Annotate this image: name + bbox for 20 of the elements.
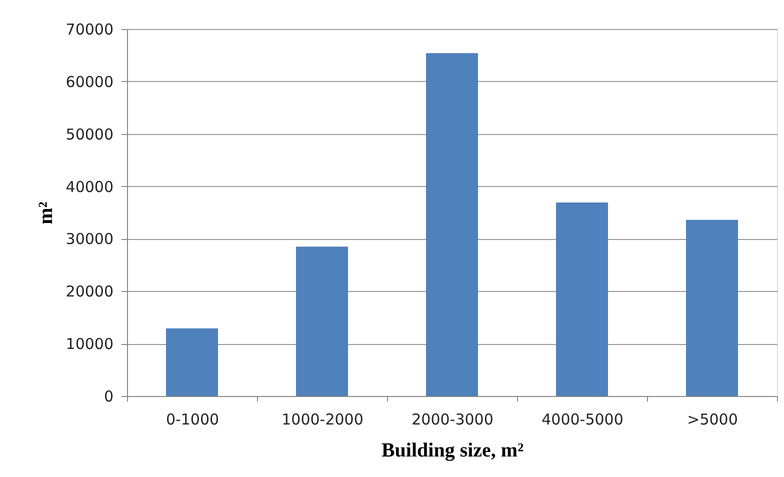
x-tick-label: 0-1000	[166, 410, 220, 428]
x-tick-label: 2000-3000	[412, 410, 494, 428]
x-axis-title: Building size, m²	[381, 440, 524, 462]
y-tick-label: 0	[104, 388, 114, 406]
y-tick-label: 10000	[66, 335, 114, 354]
bar	[426, 53, 478, 396]
x-tick-label: 4000-5000	[542, 410, 624, 428]
bar	[686, 220, 738, 396]
bar	[166, 328, 218, 396]
y-tick-label: 40000	[66, 178, 114, 196]
y-tick-label: 60000	[66, 72, 114, 91]
x-tick-label: >5000	[687, 410, 738, 428]
y-tick-label: 20000	[66, 282, 114, 301]
bar	[296, 246, 348, 396]
bar	[556, 202, 608, 396]
y-tick-label: 70000	[66, 20, 114, 38]
y-tick-label: 30000	[66, 230, 114, 248]
y-tick-label: 50000	[66, 125, 114, 144]
y-axis-title: m²	[34, 202, 57, 224]
x-tick-label: 1000-2000	[282, 410, 364, 428]
